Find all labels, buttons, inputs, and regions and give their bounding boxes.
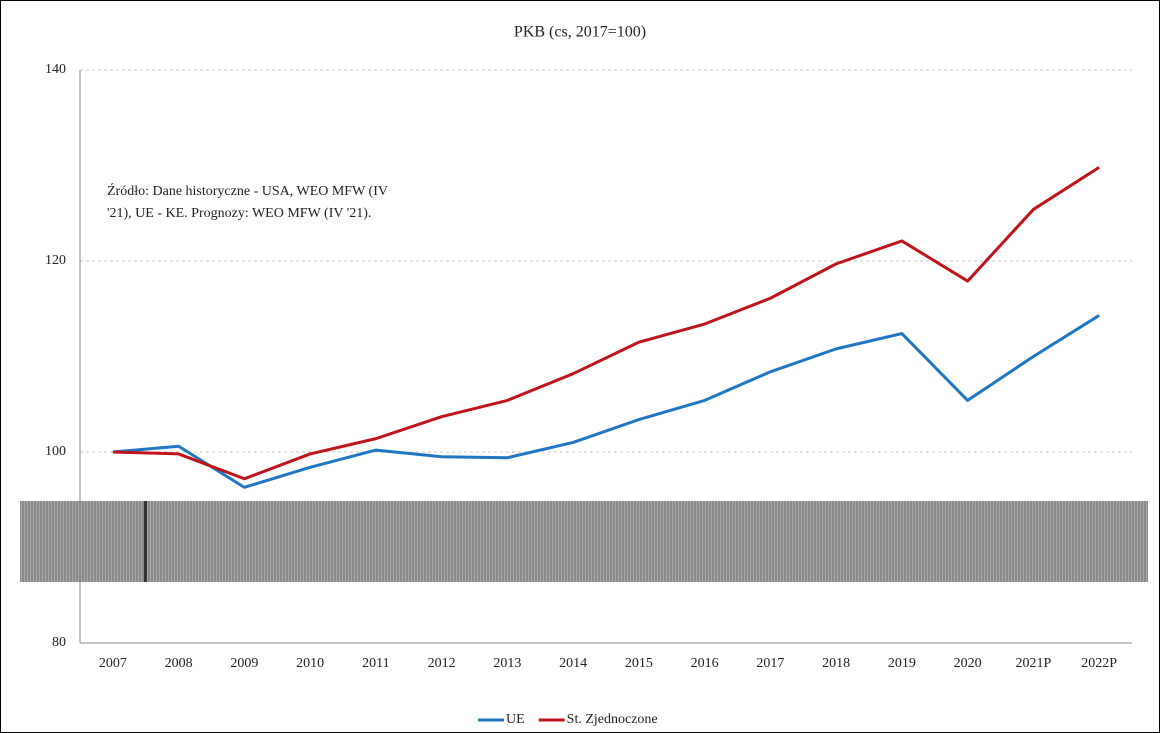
- series-line: [112, 314, 1100, 489]
- x-tick-label: 2021P: [1015, 656, 1051, 671]
- y-tick-label: 100: [45, 444, 66, 459]
- y-tick-label: 80: [52, 635, 66, 650]
- x-tick-label: 2012: [428, 656, 456, 671]
- x-tick-label: 2017: [756, 656, 784, 671]
- x-tick-label: 2011: [362, 656, 389, 671]
- x-tick-label: 2019: [888, 656, 916, 671]
- chart-title: PKB (cs, 2017=100): [514, 24, 646, 41]
- redaction-band: [20, 501, 1148, 582]
- y-tick-label: 140: [45, 62, 66, 77]
- x-tick-label: 2022P: [1081, 656, 1117, 671]
- x-tick-label: 2020: [954, 656, 982, 671]
- x-tick-label: 2009: [230, 656, 258, 671]
- x-tick-label: 2013: [493, 656, 521, 671]
- x-tick-label: 2016: [691, 656, 719, 671]
- legend-label: UE: [506, 712, 525, 727]
- annotation: '21), UE - KE. Prognozy: WEO MFW (IV '21…: [107, 206, 371, 221]
- x-tick-label: 2018: [822, 656, 850, 671]
- legend-label: St. Zjednoczone: [567, 712, 658, 727]
- x-tick-label: 2008: [165, 656, 193, 671]
- x-tick-label: 2014: [559, 656, 587, 671]
- series-line: [112, 166, 1100, 481]
- annotation: Źródło: Dane historyczne - USA, WEO MFW …: [107, 182, 388, 199]
- redaction-mark: [144, 501, 147, 582]
- x-tick-label: 2007: [99, 656, 127, 671]
- x-tick-label: 2010: [296, 656, 324, 671]
- y-tick-label: 120: [45, 253, 66, 268]
- x-tick-label: 2015: [625, 656, 653, 671]
